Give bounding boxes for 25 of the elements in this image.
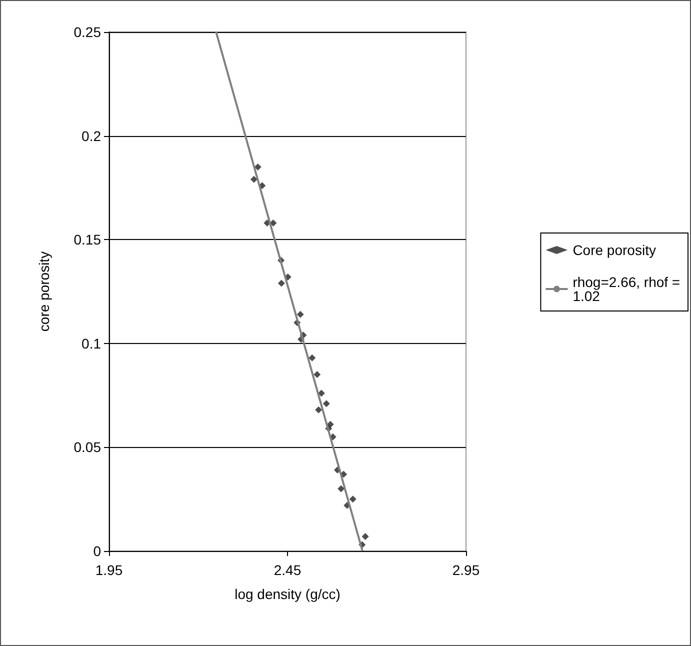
- y-tick-label: 0.25: [74, 24, 102, 40]
- y-tick-label: 0.05: [74, 439, 102, 456]
- point: [254, 163, 262, 170]
- point: [278, 280, 285, 287]
- point: [250, 176, 258, 183]
- point: [322, 400, 330, 408]
- point: [338, 485, 345, 492]
- y-axis-title: core porosity: [36, 251, 52, 332]
- x-tick-label: 2.95: [452, 562, 480, 578]
- point: [296, 310, 304, 318]
- point: [362, 532, 369, 540]
- point: [308, 354, 316, 362]
- point: [349, 496, 356, 503]
- x-tick-label: 2.45: [274, 562, 302, 578]
- x-tick-label: 1.95: [95, 562, 123, 578]
- y-tick-label: 0: [93, 543, 102, 559]
- y-tick-label: 0.15: [74, 232, 102, 248]
- point: [315, 406, 322, 414]
- y-tick-label: 0.1: [82, 335, 102, 352]
- legend-label: Core porosity: [572, 242, 656, 258]
- point: [314, 371, 321, 378]
- x-axis-title: log density (g/cc): [234, 586, 340, 602]
- legend-label: rhog=2.66, rhof = 1.02: [572, 274, 684, 304]
- y-tick-label: 0.2: [82, 128, 102, 144]
- point: [318, 390, 325, 397]
